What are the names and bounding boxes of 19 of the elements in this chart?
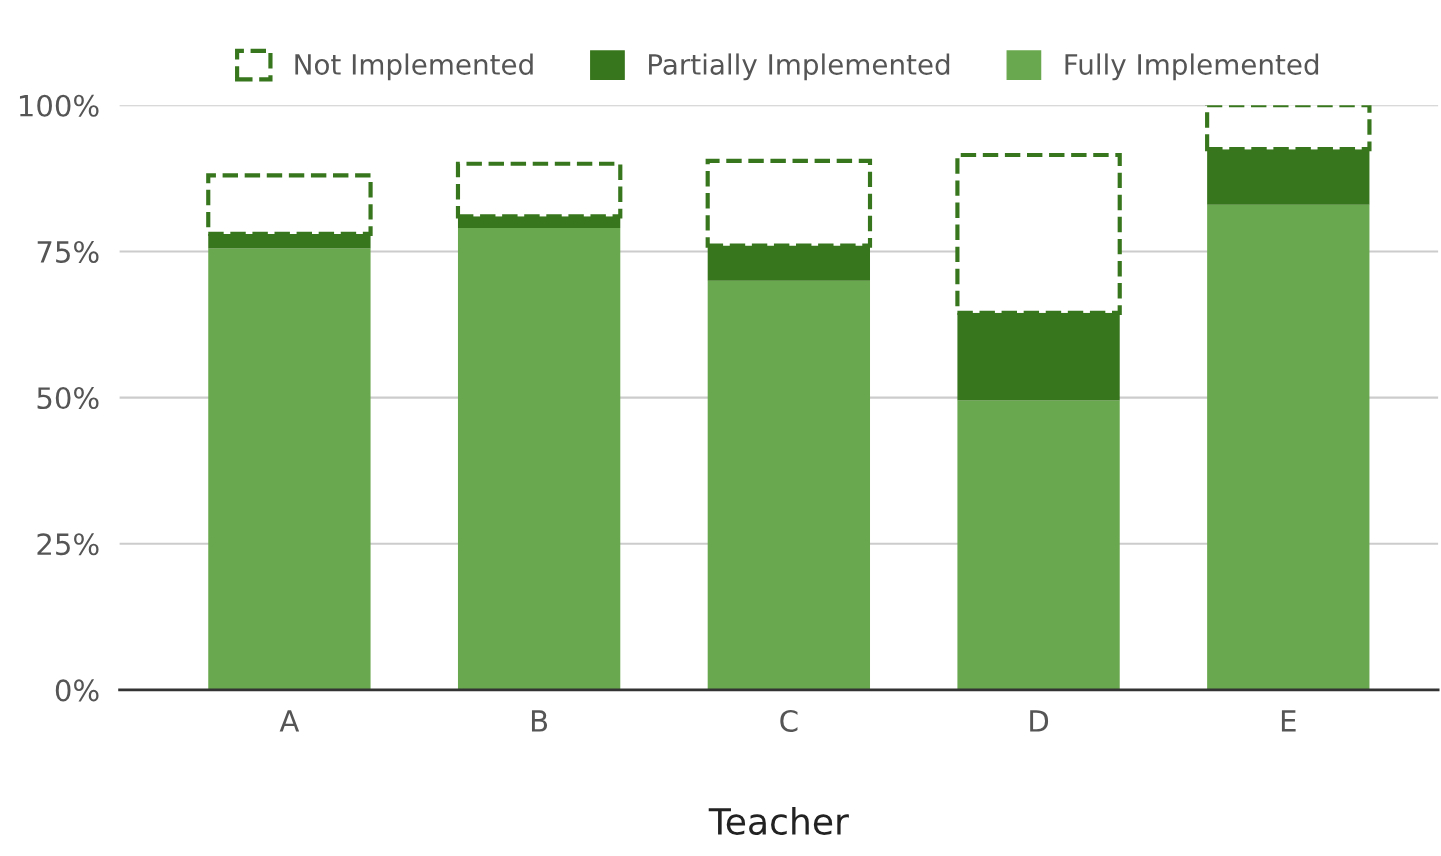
legend-label: Not Implemented [295,53,533,81]
y-tick-label: 25% [37,533,99,556]
x-tick-label: C [780,709,798,732]
x-axis-title: Teacher [708,807,849,836]
legend-label: Fully Implemented [1065,53,1319,81]
y-tick-label: 75% [37,240,99,263]
legend-label: Partially Implemented [649,53,950,81]
x-tick-label: D [1030,710,1049,732]
y-tick-label: 100% [19,94,99,117]
bar [707,280,871,690]
y-tick-label: 50% [37,387,99,410]
bar [1207,204,1370,690]
bar [457,228,621,690]
bar [957,400,1120,690]
x-tick-label: B [531,710,548,732]
x-tick-label: E [1281,710,1296,732]
bar [208,248,371,690]
y-tick-label: 0% [55,679,99,702]
x-tick-label: A [279,710,300,732]
